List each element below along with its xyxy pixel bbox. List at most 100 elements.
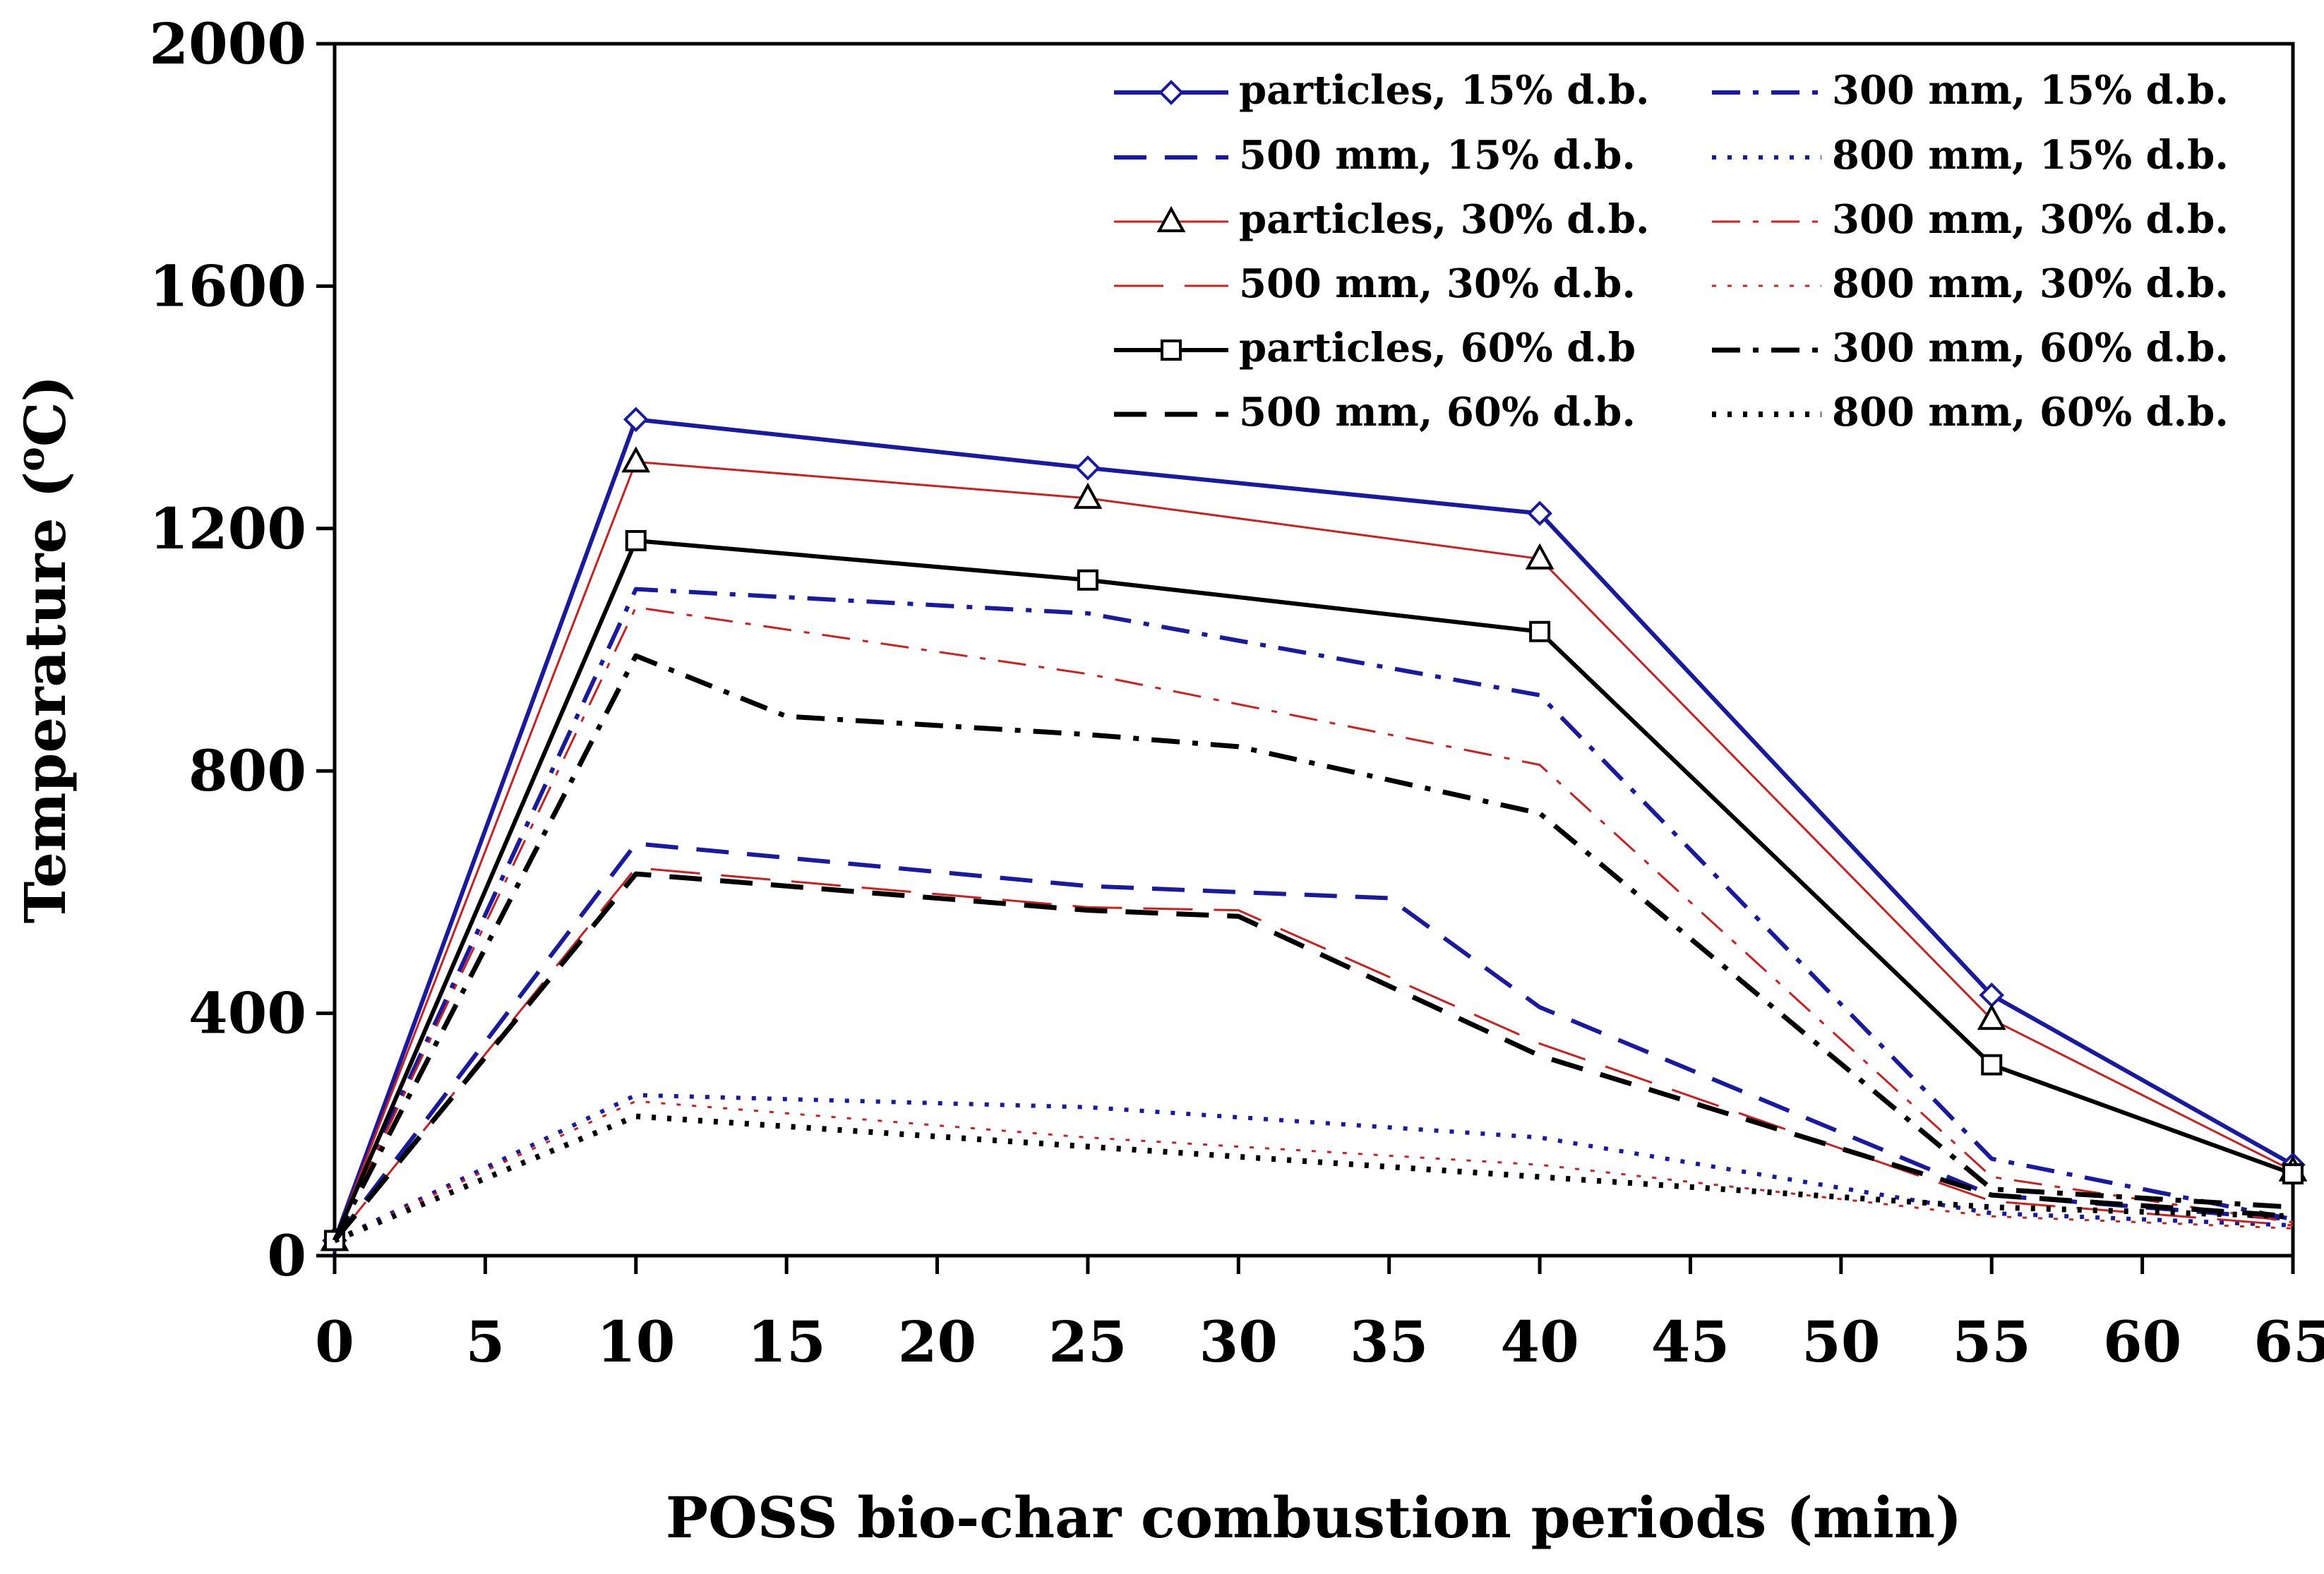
data-point [2293,1228,2294,1229]
y-tick-label: 0 [267,1222,306,1289]
data-point [1238,910,1239,911]
data-point [635,1101,636,1102]
series-11 [333,871,2294,1242]
data-point [1991,1216,1992,1217]
x-tick-label: 65 [2253,1309,2324,1375]
x-tick-label: 35 [1350,1309,1428,1375]
series-line [333,1093,2294,1243]
data-point [1087,910,1088,911]
x-tick-label: 40 [1500,1309,1579,1375]
y-axis-ticks: 0 400 800 1200 1600 2000 [149,11,335,1289]
data-point [1991,1207,1992,1208]
series-line [333,538,2294,1242]
legend-label: 800 mm, 60% d.b. [1832,389,2229,435]
series-7 [333,867,2294,1242]
legend-label: particles, 60% d.b [1239,325,1636,371]
legend-marker [1156,205,1186,232]
data-point [1087,734,1088,735]
x-tick-label: 10 [597,1309,675,1375]
legend-label: 500 mm, 15% d.b. [1239,132,1636,179]
x-tick-label: 30 [1199,1309,1278,1375]
legend-label: 500 mm, 60% d.b. [1239,389,1636,435]
y-axis-title-end: C) [12,376,78,447]
data-point [1991,1158,1992,1159]
y-axis-title: Temperature (oC) [10,376,78,924]
data-point-marker [623,407,649,433]
x-tick-label: 50 [1802,1309,1880,1375]
data-point [635,607,636,608]
x-tick-label: 45 [1651,1309,1730,1375]
plot-frame [333,42,2295,1258]
data-point-marker [625,529,647,551]
series-line [332,653,2294,1242]
y-tick-label: 800 [188,738,306,804]
data-point [635,1116,636,1117]
legend-label: 300 mm, 30% d.b. [1832,196,2229,243]
series-line [333,587,2294,1242]
x-tick-label: 5 [466,1309,505,1375]
series-4 [333,1093,2294,1243]
series-8 [334,1100,2294,1242]
y-tick-label: 2000 [149,11,306,77]
x-tick-label: 60 [2103,1309,2181,1375]
series-2 [333,587,2294,1242]
y-axis-title-main: Temperature ( [12,471,78,924]
data-point-marker [1073,482,1103,509]
data-point [1087,673,1088,674]
series-line [334,1100,2294,1242]
data-point [1087,1137,1088,1138]
x-tick-label: 25 [1048,1309,1127,1375]
data-point [2293,1219,2294,1220]
y-tick-label: 1200 [149,495,306,562]
data-point [635,843,636,844]
series-line [333,606,2294,1242]
data-point-marker [2282,1163,2304,1185]
legend-marker [1161,340,1182,361]
data-point [635,867,636,868]
x-tick-label: 20 [898,1309,976,1375]
data-point [2293,1225,2294,1226]
data-point [2293,1216,2294,1217]
data-point [1238,916,1239,917]
x-tick-label: 0 [315,1309,354,1375]
legend-label: 800 mm, 30% d.b. [1832,260,2229,307]
x-tick-label: 15 [747,1309,825,1375]
series-lines [320,407,2308,1254]
data-point-marker [1527,500,1552,527]
series-line [333,460,2294,1242]
legend: particles, 15% d.b. 300 mm, 15% d.b. 500 m… [1114,67,2229,435]
series-line [333,867,2294,1242]
y-tick-label: 400 [188,980,306,1047]
series-line [333,417,2294,1242]
legend-label: particles, 30% d.b. [1239,196,1650,243]
data-point [1087,907,1088,908]
legend-label: 300 mm, 15% d.b. [1832,67,2229,114]
legend-marker [1158,80,1184,105]
legend-label: 500 mm, 30% d.b. [1239,260,1636,307]
data-point-marker [1525,543,1555,570]
data-point-marker [1981,1054,2003,1076]
legend-label: 800 mm, 15% d.b. [1832,132,2229,179]
data-point-marker [621,446,651,473]
data-point-marker [1529,620,1551,642]
y-tick-label: 1600 [149,253,306,319]
series-6 [333,606,2294,1242]
data-point [1991,1195,1992,1196]
data-point [2293,1207,2294,1208]
series-line [333,871,2294,1242]
x-tick-label: 55 [1953,1309,2031,1375]
legend-label: 300 mm, 60% d.b. [1832,325,2229,371]
data-point [1087,886,1088,887]
data-point-marker [1977,1004,2006,1031]
x-axis-ticks: 0 5 10 15 20 25 30 35 40 45 50 55 60 65 [315,1256,2324,1375]
data-point [635,874,636,875]
data-point-marker [1075,455,1101,481]
data-point [1238,746,1239,747]
legend-label: particles, 15% d.b. [1239,67,1650,114]
x-axis-title: POSS bio-char combustion periods (min) [666,1484,1962,1551]
series-10 [332,653,2294,1242]
y-axis-title-sup: o [10,447,53,471]
data-point [1087,1146,1088,1147]
